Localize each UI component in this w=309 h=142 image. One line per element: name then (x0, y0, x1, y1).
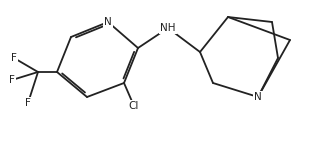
Text: F: F (25, 98, 31, 108)
Text: N: N (104, 17, 112, 27)
Text: NH: NH (160, 23, 176, 33)
Text: F: F (11, 53, 17, 63)
Text: Cl: Cl (129, 101, 139, 111)
Text: N: N (254, 92, 262, 102)
Text: F: F (9, 75, 15, 85)
